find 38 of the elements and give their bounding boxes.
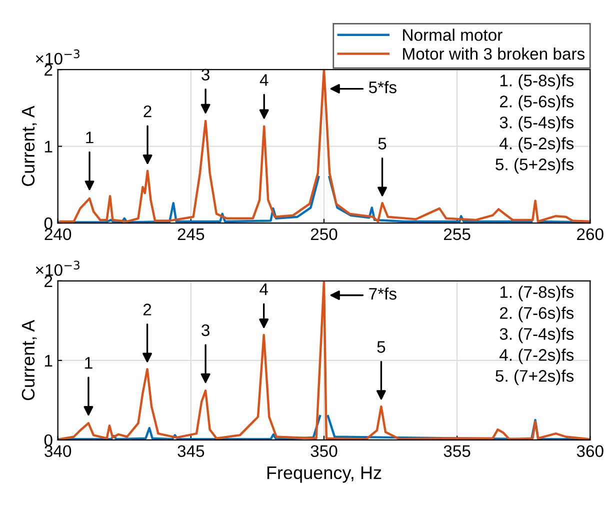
annotation: 7*fs <box>369 287 396 300</box>
line-series <box>59 280 590 440</box>
y-tick-label: 0 <box>44 217 52 230</box>
annotation: 1. (5-8s)fs 2. (5-6s)fs 3. (5-4s)fs 4. (5-2s)fs 5. (5+2s)fs <box>496 74 574 174</box>
x-axis-title: Frequency, Hz <box>267 466 382 483</box>
annotation: 5*fs <box>368 81 396 94</box>
x-tick-label: 255 <box>444 228 470 240</box>
annotation: 3 <box>202 324 210 336</box>
annotation: 2 <box>144 105 152 118</box>
annotation: 4 <box>260 284 268 296</box>
text: ×10$^{−3}$ <box>36 49 80 65</box>
x-tick-label: 240 <box>44 228 72 240</box>
x-tick-label: 340 <box>44 445 72 458</box>
x-tick-label: 345 <box>178 445 204 458</box>
y-axis-title: Current, A <box>22 320 37 400</box>
x-tick-label: 245 <box>178 228 204 240</box>
x-tick-label: 250 <box>310 228 338 240</box>
y-tick-label: 1 <box>44 140 52 152</box>
annotation: 2 <box>143 304 152 316</box>
legend-label: Normal motor <box>403 28 502 41</box>
x-tick-label: 260 <box>577 228 604 240</box>
annotation: 5 <box>377 341 386 353</box>
y-tick-label: 0 <box>44 434 52 446</box>
annotation: 1 <box>86 132 94 144</box>
annotation: 1. (7-8s)fs 2. (7-6s)fs 3. (7-4s)fs 4. (7-2s)fs 5. (7+2s)fs <box>496 286 574 386</box>
annotation: 5 <box>378 138 386 150</box>
legend-label: Motor with 3 broken bars <box>403 48 585 60</box>
y-tick-label: 1 <box>44 355 52 366</box>
y-tick-label: 2 <box>44 64 52 76</box>
y-axis-title: Current, A <box>22 106 37 186</box>
x-tick-label: 350 <box>310 445 338 458</box>
x-tick-label: 360 <box>576 445 604 458</box>
annotation: 1 <box>85 357 92 369</box>
annotation: 4 <box>260 74 268 86</box>
line-series <box>59 70 590 223</box>
x-tick-label: 355 <box>444 445 470 458</box>
y-tick-label: 2 <box>44 275 52 287</box>
text: ×10$^{−3}$ <box>36 260 80 276</box>
